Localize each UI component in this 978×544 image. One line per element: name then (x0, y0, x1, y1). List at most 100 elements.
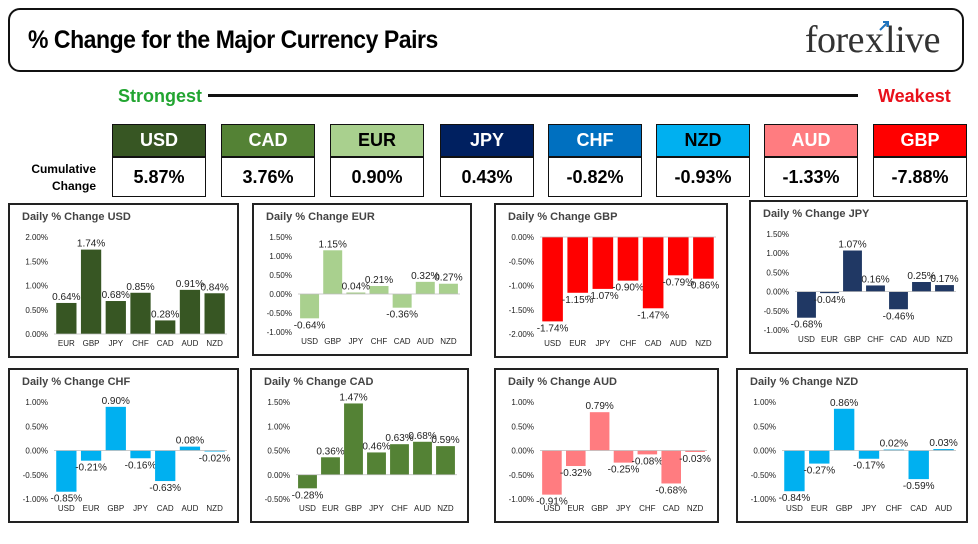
x-tick-label: NZD (206, 339, 223, 348)
y-tick-label: -1.00% (509, 495, 534, 504)
x-tick-label: EUR (58, 339, 75, 348)
x-tick-label: EUR (567, 504, 584, 513)
y-tick-label: 1.50% (267, 398, 290, 407)
chart-panel-cad: Daily % Change CAD -0.50% 0.00% 0.50% 1.00% 1… (250, 368, 469, 523)
bar (438, 283, 458, 294)
data-label: 0.17% (930, 274, 958, 285)
data-label: -0.68% (791, 320, 823, 331)
weakest-label: Weakest (878, 86, 951, 106)
x-tick-label: AUD (935, 504, 952, 513)
bar (809, 450, 830, 464)
chart-panel-eur: Daily % Change EUR -1.00% -0.50% 0.00% 0.50%… (252, 203, 472, 356)
y-tick-label: 0.50% (267, 447, 290, 456)
x-tick-label: NZD (440, 337, 457, 346)
data-label: -0.04% (814, 295, 846, 306)
bar (667, 237, 689, 276)
bar (80, 450, 102, 461)
x-tick-label: JPY (349, 337, 364, 346)
bar (883, 449, 905, 451)
bar (889, 291, 908, 310)
data-label: 0.63% (385, 433, 413, 444)
chart-panel-jpy: Daily % Change JPY -1.00% -0.50% 0.00% 0.50%… (749, 200, 968, 354)
data-label: 0.32% (411, 271, 439, 282)
cumulative-label-line2: Change (51, 179, 96, 193)
data-label: -0.08% (632, 456, 664, 467)
x-tick-label: EUR (569, 339, 586, 348)
bar (637, 450, 658, 455)
y-tick-label: 1.50% (766, 230, 789, 239)
data-label: 0.08% (176, 436, 204, 447)
y-tick-label: 0.50% (753, 422, 776, 431)
bar (56, 450, 77, 492)
y-tick-label: -1.50% (509, 306, 534, 315)
chart-title: Daily % Change EUR (266, 211, 375, 223)
x-tick-label: AUD (181, 504, 198, 513)
bar-chart: Daily % Change JPY -1.00% -0.50% 0.00% 0.50%… (763, 208, 959, 344)
bar (858, 450, 880, 459)
x-tick-label: CHF (867, 335, 884, 344)
data-label: -0.27% (803, 466, 835, 477)
bar-chart: Daily % Change CAD -0.50% 0.00% 0.50% 1.00% 1… (264, 376, 460, 513)
x-tick-label: JPY (616, 504, 631, 513)
data-label: -0.02% (199, 453, 231, 464)
bar (833, 408, 855, 451)
bar (685, 450, 705, 452)
data-label: -0.90% (612, 283, 644, 294)
bar (613, 450, 634, 463)
data-label: 0.16% (861, 274, 889, 285)
bar (415, 281, 435, 294)
data-label: -0.32% (560, 468, 592, 479)
y-tick-label: 1.00% (753, 398, 776, 407)
currency-header-nzd: NZD (656, 124, 750, 157)
x-tick-label: AUD (417, 337, 434, 346)
chart-title: Daily % Change AUD (508, 376, 617, 388)
x-tick-label: CAD (645, 339, 662, 348)
data-label: 0.27% (434, 273, 462, 284)
bar (179, 446, 201, 451)
logo-x-mark: x (865, 18, 890, 62)
y-tick-label: -1.00% (267, 328, 292, 337)
data-label: -1.07% (587, 291, 619, 302)
cumulative-label-line1: Cumulative (31, 162, 96, 176)
chart-title: Daily % Change CHF (22, 376, 130, 388)
data-label: -0.03% (679, 454, 711, 465)
y-tick-label: 1.00% (25, 398, 48, 407)
data-label: 0.04% (342, 281, 370, 292)
x-tick-label: JPY (596, 339, 611, 348)
y-tick-label: 0.00% (766, 288, 789, 297)
chart-panel-nzd: Daily % Change NZD -1.00% -0.50% 0.00% 0.50%… (736, 368, 968, 523)
x-tick-label: EUR (811, 504, 828, 513)
chart-title: Daily % Change JPY (763, 208, 870, 220)
currency-header-gbp: GBP (873, 124, 967, 157)
bar (912, 282, 931, 292)
y-tick-label: 1.50% (25, 257, 48, 266)
y-tick-label: -0.50% (23, 471, 48, 480)
chart-panel-usd: Daily % Change USD 0.00% 0.50% 1.00% 1.50% 2.… (8, 203, 239, 358)
bar (436, 446, 455, 475)
x-tick-label: GBP (591, 504, 608, 513)
bar (642, 237, 664, 309)
x-tick-label: AUD (181, 339, 198, 348)
bar (155, 450, 176, 482)
chart-title: Daily % Change CAD (264, 376, 373, 388)
data-label: -1.47% (637, 310, 669, 321)
data-label: -0.21% (75, 463, 107, 474)
data-label: 0.68% (408, 431, 436, 442)
currency-cumulative-value-aud: -1.33% (764, 157, 858, 197)
y-tick-label: -1.00% (751, 495, 776, 504)
currency-header-jpy: JPY (440, 124, 534, 157)
y-tick-label: -2.00% (509, 330, 534, 339)
y-tick-label: 0.50% (269, 271, 292, 280)
y-tick-label: 1.50% (269, 233, 292, 242)
page-title: % Change for the Major Currency Pairs (28, 26, 438, 54)
strength-divider (208, 94, 858, 97)
x-tick-label: USD (543, 504, 560, 513)
x-tick-label: AUD (670, 339, 687, 348)
bar (300, 294, 320, 319)
data-label: 0.59% (431, 435, 459, 446)
x-tick-label: CAD (663, 504, 680, 513)
x-tick-label: CAD (157, 504, 174, 513)
x-tick-label: NZD (206, 504, 223, 513)
currency-header-eur: EUR (330, 124, 424, 157)
y-tick-label: 1.00% (267, 422, 290, 431)
